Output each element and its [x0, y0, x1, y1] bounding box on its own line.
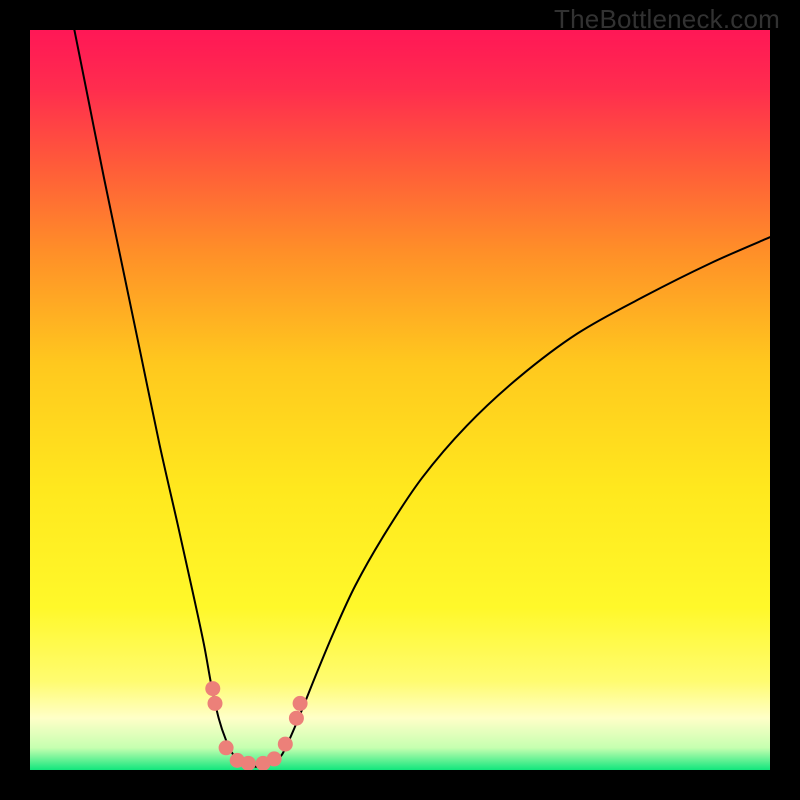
data-marker: [208, 696, 223, 711]
data-marker: [267, 751, 282, 766]
plot-svg: [0, 0, 800, 800]
bottleneck-curve: [74, 30, 770, 767]
data-marker: [289, 711, 304, 726]
data-marker: [205, 681, 220, 696]
data-marker: [278, 737, 293, 752]
watermark-text: TheBottleneck.com: [554, 4, 780, 35]
stage: TheBottleneck.com: [0, 0, 800, 800]
data-marker: [293, 696, 308, 711]
data-marker: [241, 756, 256, 771]
data-marker: [219, 740, 234, 755]
